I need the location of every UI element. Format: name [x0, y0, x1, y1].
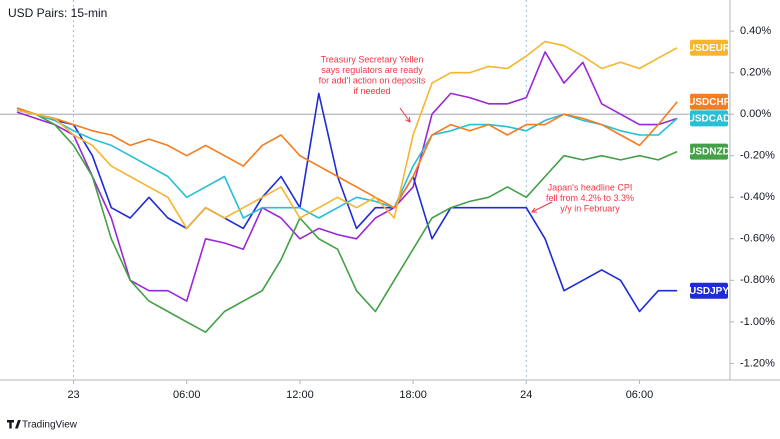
logo-icon — [6, 420, 21, 429]
annotation-arrow — [531, 201, 553, 213]
annotation-text: fell from 4.2% to 3.3% — [546, 193, 634, 203]
series-tag: USDJPY — [689, 286, 729, 297]
annotation-arrowhead — [405, 116, 411, 123]
line-layer — [16, 40, 678, 333]
series-tag-box — [690, 110, 728, 127]
annotation-arrow — [399, 107, 411, 123]
series-tag: USDCAD — [688, 114, 731, 125]
annotation-text: for add'l action on deposits — [319, 75, 426, 85]
series-line — [16, 51, 678, 302]
series-tag-box — [690, 143, 728, 160]
y-tick-label: -0.60% — [740, 233, 775, 245]
annotation-text: Treasury Secretary Yellen — [321, 54, 424, 64]
annotation-arrowhead — [531, 207, 538, 213]
logo-text: TradingView — [22, 420, 78, 431]
annotation-text: says regulators are ready — [321, 65, 423, 75]
y-tick-label: -0.20% — [740, 150, 775, 162]
series-tag: USDEUR — [688, 43, 731, 54]
annotation-text: if needed — [353, 86, 390, 96]
x-tick-label: 24 — [520, 389, 532, 401]
x-tick-label: 06:00 — [626, 389, 654, 401]
series-tag-box — [690, 282, 728, 299]
overlay-layer: USDJPY USDNZD USDCAD USDCHF USDEUR Treasury S… — [319, 39, 731, 299]
y-tick-label: -1.00% — [740, 316, 775, 328]
x-tick-label: 06:00 — [173, 389, 201, 401]
series-line — [16, 40, 678, 230]
chart-title: USD Pairs: 15-min — [8, 6, 107, 20]
y-tick-label: -0.40% — [740, 191, 775, 203]
annotation-text: y/y in February — [560, 203, 620, 213]
y-tick-label: 0.40% — [740, 25, 771, 37]
y-tick-label: 0.20% — [740, 67, 771, 79]
series-tag-box — [690, 93, 728, 110]
annotation-text: Japan's headline CPI — [548, 182, 633, 192]
series-line — [16, 107, 678, 333]
x-tick-label: 12:00 — [286, 389, 314, 401]
y-tick-label: -1.20% — [740, 357, 775, 369]
series-tag: USDCHF — [688, 97, 730, 108]
y-tick-label: 0.00% — [740, 108, 771, 120]
series-tag: USDNZD — [688, 147, 730, 158]
grid-layer — [0, 0, 730, 380]
y-tick-label: -0.80% — [740, 274, 775, 286]
x-tick-label: 23 — [67, 389, 79, 401]
series-line — [16, 101, 678, 209]
series-tag-box — [690, 39, 728, 56]
x-tick-label: 18:00 — [399, 389, 427, 401]
logo: TradingView — [6, 420, 78, 431]
